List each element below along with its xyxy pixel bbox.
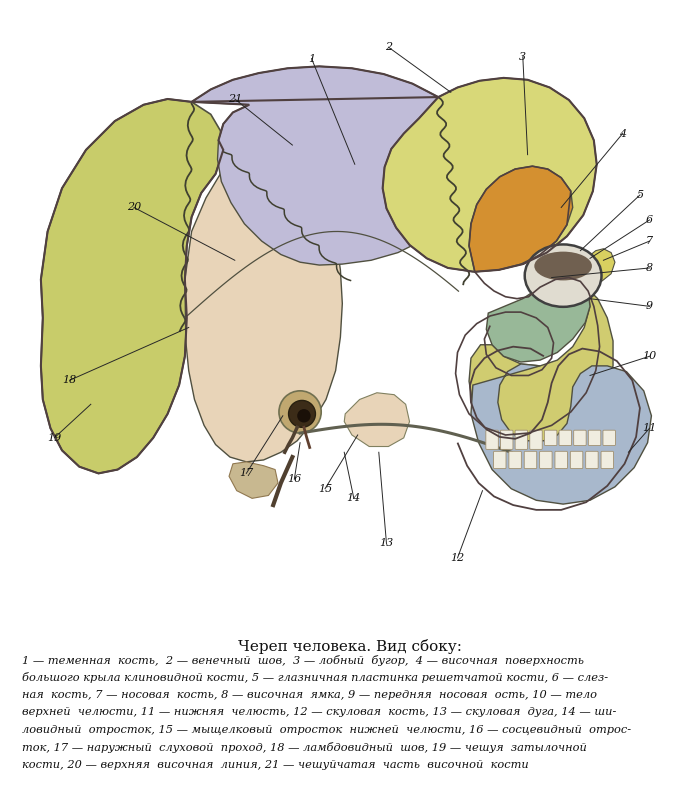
Text: 1 — теменная  кость,  2 — венечный  шов,  3 — лобный  бугор,  4 — височная  пове: 1 — теменная кость, 2 — венечный шов, 3 … [22,655,584,666]
Text: 10: 10 [643,351,657,361]
Text: 3: 3 [519,52,526,61]
FancyBboxPatch shape [530,430,542,449]
Text: ная  кость, 7 — носовая  кость, 8 — височная  ямка, 9 — передняя  носовая  ость,: ная кость, 7 — носовая кость, 8 — височн… [22,689,597,700]
Polygon shape [580,249,615,283]
Text: верхней  челюсти, 11 — нижняя  челюсть, 12 — скуловая  кость, 13 — скуловая  дуг: верхней челюсти, 11 — нижняя челюсть, 12… [22,708,617,717]
Polygon shape [229,462,278,498]
Polygon shape [344,393,409,446]
FancyBboxPatch shape [555,451,568,468]
Text: большого крыла клиновидной кости, 5 — глазничная пластинка решетчатой кости, 6 —: большого крыла клиновидной кости, 5 — гл… [22,672,608,683]
Circle shape [288,401,316,427]
Text: 11: 11 [643,423,657,434]
Polygon shape [469,166,573,272]
Text: 14: 14 [346,493,361,504]
FancyBboxPatch shape [486,430,498,449]
FancyBboxPatch shape [570,451,583,468]
Text: 6: 6 [646,215,653,225]
Polygon shape [533,251,582,287]
FancyBboxPatch shape [603,430,615,445]
Text: 5: 5 [636,190,643,200]
Text: 18: 18 [62,375,77,386]
Polygon shape [469,289,613,442]
Ellipse shape [525,245,601,307]
FancyBboxPatch shape [509,451,522,468]
Polygon shape [486,278,590,362]
Text: 16: 16 [287,474,302,484]
Text: ток, 17 — наружный  слуховой  проход, 18 — ламбдовидный  шов, 19 — чешуя  затыло: ток, 17 — наружный слуховой проход, 18 —… [22,742,587,753]
FancyBboxPatch shape [601,451,613,468]
FancyBboxPatch shape [545,430,557,445]
Polygon shape [383,78,596,272]
Text: 21: 21 [228,94,242,104]
Circle shape [298,409,311,423]
Polygon shape [471,364,652,504]
Text: Череп человека. Вид сбоку:: Череп человека. Вид сбоку: [238,638,462,654]
Text: ловидный  отросток, 15 — мыщелковый  отросток  нижней  челюсти, 16 — сосцевидный: ловидный отросток, 15 — мыщелковый отрос… [22,725,631,735]
Text: 15: 15 [318,484,332,493]
Text: 19: 19 [47,433,62,443]
Text: 17: 17 [239,468,253,478]
Text: 1: 1 [308,54,315,64]
Circle shape [279,391,321,433]
Text: 9: 9 [646,301,653,312]
FancyBboxPatch shape [540,451,552,468]
FancyBboxPatch shape [524,451,537,468]
FancyBboxPatch shape [588,430,601,445]
Text: 13: 13 [379,538,393,549]
Polygon shape [192,66,475,265]
Ellipse shape [534,252,592,280]
FancyBboxPatch shape [586,451,598,468]
Text: 7: 7 [646,236,653,246]
Polygon shape [567,254,596,282]
Text: 20: 20 [127,202,141,212]
FancyBboxPatch shape [500,430,513,449]
Polygon shape [41,99,223,474]
FancyBboxPatch shape [494,451,506,468]
Text: 12: 12 [450,553,465,563]
FancyBboxPatch shape [515,430,528,449]
FancyBboxPatch shape [559,430,571,445]
FancyBboxPatch shape [574,430,586,445]
Polygon shape [185,131,342,462]
Text: кости, 20 — верхняя  височная  линия, 21 — чешуйчатая  часть  височной  кости: кости, 20 — верхняя височная линия, 21 —… [22,760,528,770]
Text: 4: 4 [619,128,626,139]
Text: 8: 8 [646,263,653,273]
Text: 2: 2 [385,42,392,52]
